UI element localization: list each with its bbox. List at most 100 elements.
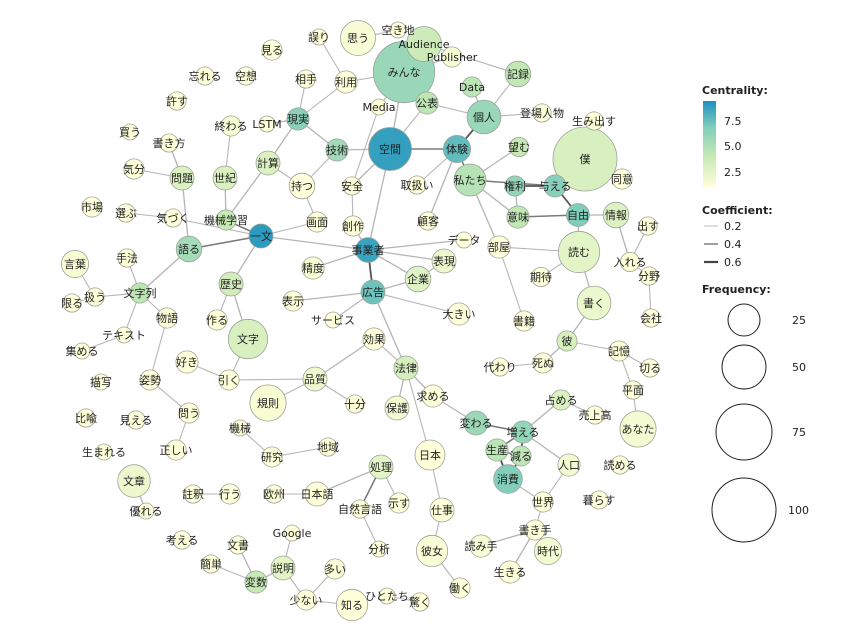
node-circle-bunya (639, 266, 659, 286)
node-label-kangaeru: 考える (166, 534, 199, 547)
node-label-uriagedaka: 売上高 (579, 408, 612, 422)
frequency-tick: 25 (792, 314, 806, 327)
node-label-byousha: 描写 (90, 375, 112, 389)
node-omou: 思う (340, 20, 376, 56)
node-label-bunshou: 文章 (123, 474, 145, 488)
node-label-kibun: 気分 (123, 162, 145, 176)
node-label-bunseki: 分析 (368, 542, 390, 556)
node-circle-motsu (288, 172, 316, 200)
node-circle-jinkou (557, 453, 581, 477)
node-rekishi: 歴史 (218, 271, 244, 297)
node-label-kizuku: 気づく (157, 211, 190, 225)
node-tou: 問う (178, 402, 200, 424)
node-shimesu: 示す (388, 492, 410, 514)
node-label-genjitsu: 現実 (287, 112, 309, 126)
node-label-hiku: 引く (218, 373, 240, 387)
node-circle-google (283, 524, 301, 542)
node-juubun: 十分 (344, 394, 366, 414)
node-label-kare: 彼 (562, 335, 573, 348)
edge-koukoku-hyouji (292, 291, 374, 302)
node-label-kouyou: 公表 (416, 96, 438, 110)
node-circle-atsukau (85, 287, 105, 307)
node-bunsho2: 文書 (227, 535, 249, 555)
node-circle-gijutsu (325, 138, 349, 162)
edge-koukoku-houritsu (372, 291, 407, 369)
node-circle-taiken (442, 134, 471, 163)
node-tekisuto: テキスト (102, 326, 146, 344)
node-sekai: 世界 (532, 491, 554, 513)
node-label-hensuu: 変数 (245, 575, 267, 589)
node-circle-kikai (231, 419, 249, 437)
node-circle-byousha (92, 373, 110, 391)
node-kikai_gakushu: 機械学習 (204, 209, 248, 231)
node-label-sukunai: 少ない (290, 594, 323, 607)
node-circle-seisan (485, 438, 509, 462)
node-circle-hiku (218, 369, 240, 391)
node-circle-uriagedaka (585, 405, 605, 425)
node-shimeru: 占める (545, 389, 578, 411)
node-circle-bunshou (117, 464, 151, 498)
node-circle-gamen (306, 211, 328, 233)
node-circle-genjitsu (286, 107, 310, 131)
node-kokyaku: 顧客 (417, 211, 439, 231)
node-circle-keisan (255, 150, 281, 176)
node-label-omou: 思う (347, 32, 369, 45)
node-label-anata: あなた (622, 423, 655, 436)
node-label-shouhi: 消費 (497, 472, 519, 486)
frequency-circle-25 (727, 303, 761, 337)
node-label-shimeru: 占める (545, 393, 578, 407)
node-circle-riyou (334, 70, 358, 94)
node-circle-kibun (123, 158, 145, 180)
node-umidasu: 生み出す (572, 111, 616, 131)
node-seido: 精度 (301, 256, 325, 280)
node-label-atsukau: 扱う (84, 290, 106, 304)
node-label-ireru: 入れる (614, 256, 647, 269)
node-shigoto: 仕事 (429, 497, 455, 523)
node-circle-kouyou (415, 91, 439, 115)
node-umareru: 生まれる (82, 443, 126, 461)
node-label-tekisuto: テキスト (102, 329, 146, 342)
node-circle-kioku (608, 340, 630, 362)
node-label-ataeru: 与える (539, 180, 572, 193)
node-circle-bunseki (370, 540, 388, 558)
node-label-taiken: 体験 (446, 142, 468, 156)
node-kojin: 個人 (466, 99, 502, 135)
node-shori: 処理 (368, 454, 394, 480)
node-publisher: Publisher (427, 46, 478, 68)
node-circle-miru (261, 39, 283, 61)
node-label-kanojo: 彼女 (421, 544, 443, 558)
node-circle-ooi (324, 558, 346, 580)
node-label-kiroku: 記録 (507, 67, 529, 81)
node-hinshitsu: 品質 (302, 366, 328, 392)
node-label-motsu: 持つ (291, 179, 313, 193)
node-yomeru: 読める (604, 455, 637, 475)
node-jiyuu: 自由 (566, 203, 590, 227)
frequency-tick: 50 (792, 361, 806, 374)
node-label-hyougen: 表現 (433, 254, 455, 268)
node-label-toujou: 登場人物 (520, 106, 564, 120)
node-circle-shiru (335, 588, 369, 622)
node-ichibun: 一文 (248, 223, 274, 249)
node-jinkou: 人口 (557, 453, 581, 477)
node-label-deeta: データ (448, 233, 481, 247)
node-dasu: 出す (637, 216, 659, 236)
node-circle-sukunai (295, 589, 317, 611)
node-label-bunsho2: 文書 (227, 538, 249, 552)
node-motsu: 持つ (288, 172, 316, 200)
node-label-heimen: 平面 (622, 384, 644, 397)
node-kisoku: 規則 (249, 384, 287, 422)
node-label-okonau: 行う (219, 488, 241, 501)
node-label-heya: 部屋 (488, 240, 510, 254)
node-kenri: 権利 (504, 175, 526, 197)
node-label-nozomu: 望む (508, 141, 530, 154)
node-circle-tadashii (165, 439, 187, 461)
node-kiru: 切る (639, 358, 661, 378)
edge-media-anzen (351, 106, 380, 187)
node-circle-yomeru (610, 455, 630, 475)
node-circle-shijou (81, 196, 103, 218)
coefficient-legend-title: Coefficient: (702, 204, 773, 217)
node-anzen: 安全 (341, 176, 363, 196)
node-moji: 文字 (227, 318, 269, 360)
node-label-kataru: 語る (178, 242, 200, 256)
node-gamen: 画面 (306, 211, 328, 233)
